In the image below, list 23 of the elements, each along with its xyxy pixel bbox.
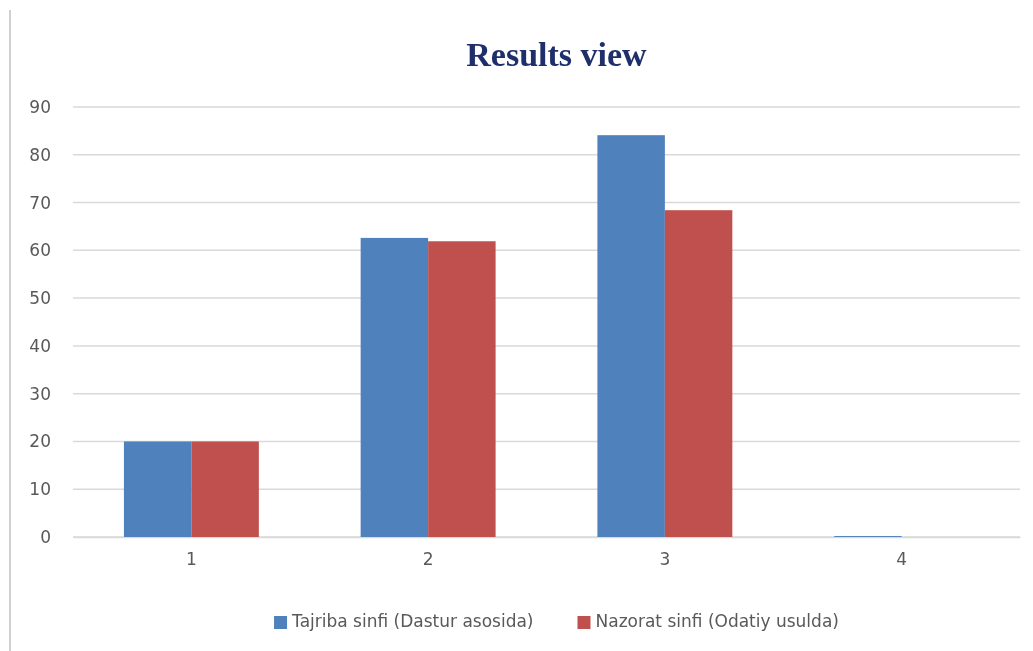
x-tick-label: 3 bbox=[659, 549, 671, 570]
legend-label: Tajriba sinfi (Dastur asosida) bbox=[291, 611, 534, 631]
y-tick-label: 10 bbox=[29, 479, 51, 500]
y-tick-label: 0 bbox=[40, 526, 51, 547]
y-tick-label: 60 bbox=[29, 240, 51, 261]
bar bbox=[597, 135, 665, 537]
y-tick-label: 50 bbox=[29, 288, 51, 309]
y-tick-label: 80 bbox=[29, 144, 51, 165]
y-tick-label: 30 bbox=[29, 383, 51, 404]
y-tick-label: 90 bbox=[29, 96, 51, 117]
bar bbox=[428, 241, 496, 537]
bar bbox=[123, 441, 192, 537]
x-tick-label: 1 bbox=[185, 549, 197, 570]
bar bbox=[360, 237, 429, 537]
y-tick-label: 70 bbox=[29, 192, 51, 213]
x-tick-label: 2 bbox=[422, 549, 434, 570]
chart-title: Results view bbox=[466, 36, 648, 73]
bar bbox=[191, 441, 259, 537]
legend-label: Nazorat sinfi (Odatiy usulda) bbox=[595, 611, 839, 631]
y-tick-label: 20 bbox=[29, 431, 51, 452]
x-tick-label: 4 bbox=[896, 549, 908, 570]
y-tick-label: 40 bbox=[29, 335, 51, 356]
bar bbox=[664, 210, 733, 537]
